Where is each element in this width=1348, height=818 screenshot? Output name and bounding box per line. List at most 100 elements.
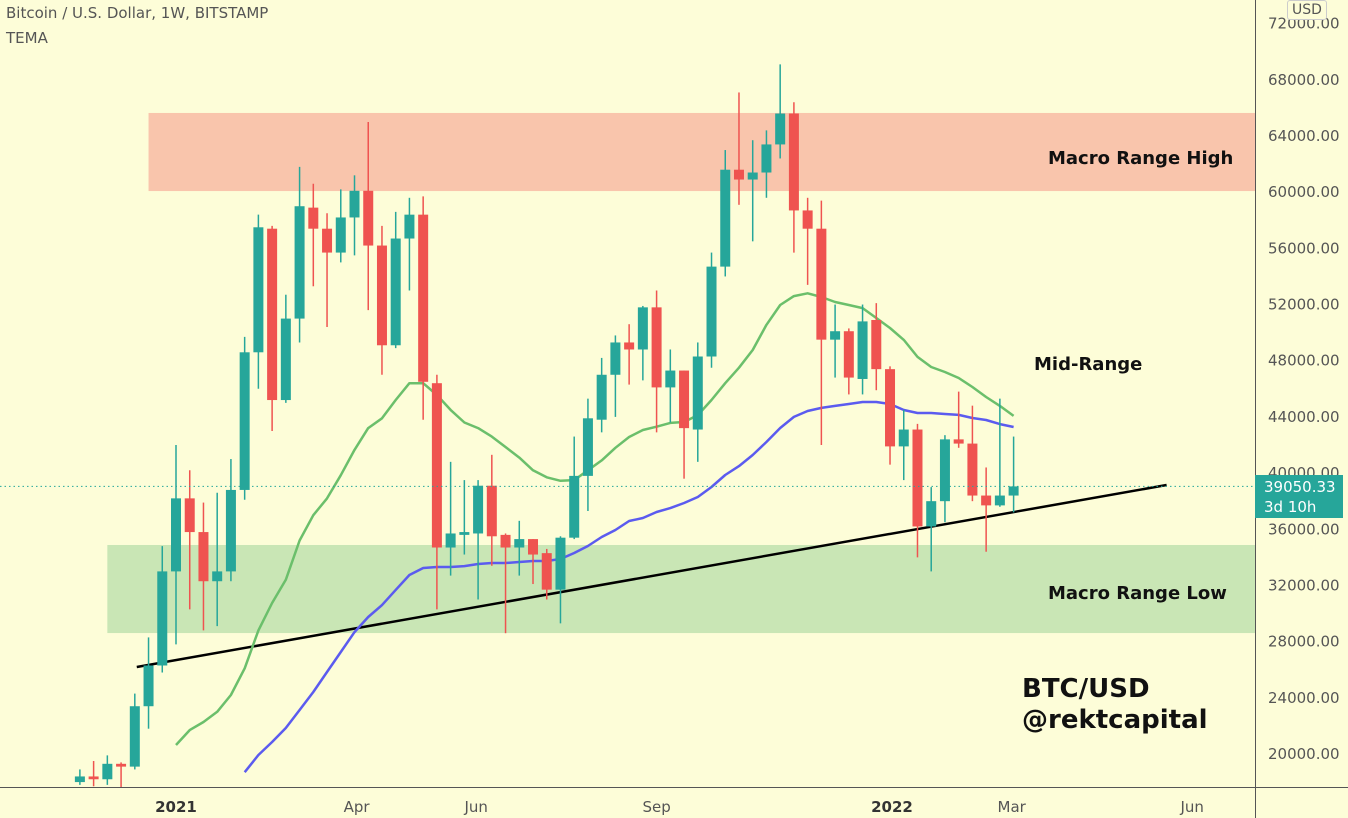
candle-body bbox=[184, 498, 195, 533]
candle-body bbox=[569, 475, 580, 538]
candle bbox=[775, 64, 786, 159]
annotation-macro-range-high: Macro Range High bbox=[1048, 148, 1234, 169]
candle-body bbox=[802, 210, 813, 229]
last-price-value: 39050.33 bbox=[1264, 478, 1336, 496]
candle bbox=[294, 166, 305, 343]
candle-body bbox=[267, 228, 278, 401]
support-trendline bbox=[136, 483, 1167, 669]
candle bbox=[335, 189, 346, 263]
candle-body bbox=[624, 342, 635, 350]
fast-ma-line bbox=[175, 292, 1015, 746]
candle bbox=[267, 225, 278, 431]
price-tick-label: 48000.00 bbox=[1268, 352, 1340, 370]
price-tick-label: 44000.00 bbox=[1268, 408, 1340, 426]
candle-body bbox=[102, 763, 113, 780]
bar-countdown: 3d 10h bbox=[1264, 498, 1317, 516]
candle bbox=[129, 693, 140, 770]
time-tick-label: Jun bbox=[1179, 798, 1203, 816]
candle-body bbox=[981, 495, 992, 506]
time-tick-label: Jun bbox=[463, 798, 487, 816]
time-tick-label: Sep bbox=[643, 798, 671, 816]
time-axis[interactable]: 2021 Apr Jun Sep 2022 Mar Jun bbox=[155, 798, 1204, 816]
candle bbox=[459, 480, 470, 555]
candle-body bbox=[788, 113, 799, 211]
candle-body bbox=[349, 190, 360, 218]
candle bbox=[541, 548, 552, 600]
candle bbox=[74, 769, 85, 785]
candle bbox=[445, 461, 456, 576]
candle bbox=[555, 536, 566, 624]
price-tick-label: 28000.00 bbox=[1268, 633, 1340, 651]
candle-body bbox=[885, 369, 896, 447]
candle bbox=[116, 762, 127, 787]
candle bbox=[184, 470, 195, 610]
candle bbox=[157, 546, 168, 673]
candle-body bbox=[555, 537, 566, 590]
candle-body bbox=[418, 214, 429, 382]
last-price-label: 39050.33 3d 10h bbox=[1255, 475, 1343, 518]
candle bbox=[88, 761, 99, 787]
candle-body bbox=[637, 307, 648, 350]
candle-body bbox=[88, 776, 99, 780]
candle-body bbox=[775, 113, 786, 145]
candle bbox=[981, 467, 992, 552]
price-tick-label: 52000.00 bbox=[1268, 296, 1340, 314]
candle-body bbox=[129, 706, 140, 767]
candle-body bbox=[74, 776, 85, 783]
time-tick-label: 2021 bbox=[155, 798, 197, 816]
candle bbox=[308, 183, 319, 287]
candle bbox=[637, 305, 648, 381]
candle-body bbox=[528, 539, 539, 555]
currency-button[interactable]: USD bbox=[1287, 0, 1327, 20]
candle-body bbox=[541, 553, 552, 590]
candle-body bbox=[733, 169, 744, 180]
candle bbox=[912, 423, 923, 558]
candle bbox=[885, 366, 896, 465]
indicator-label[interactable]: TEMA bbox=[6, 29, 48, 47]
candle-body bbox=[926, 501, 937, 527]
candle-body bbox=[363, 190, 374, 246]
candle bbox=[418, 196, 429, 420]
candle bbox=[349, 175, 360, 256]
candle-body bbox=[871, 319, 882, 370]
candle bbox=[253, 214, 264, 389]
time-tick-label: Apr bbox=[344, 798, 371, 816]
candle bbox=[967, 405, 978, 502]
candle bbox=[143, 637, 154, 729]
candle bbox=[720, 150, 731, 277]
candle bbox=[788, 102, 799, 253]
macro-range-high-zone bbox=[148, 112, 1255, 192]
candle-body bbox=[939, 439, 950, 502]
candle-body bbox=[473, 485, 484, 534]
candle-body bbox=[816, 228, 827, 340]
price-tick-label: 56000.00 bbox=[1268, 239, 1340, 257]
candle bbox=[486, 454, 497, 566]
candle bbox=[102, 755, 113, 785]
candle-body bbox=[294, 206, 305, 319]
candle-body bbox=[322, 228, 333, 253]
candle-body bbox=[857, 321, 868, 379]
candle-body bbox=[335, 217, 346, 253]
candle bbox=[322, 213, 333, 328]
candle bbox=[390, 211, 401, 349]
candle bbox=[843, 328, 854, 395]
candle-body bbox=[761, 144, 772, 173]
candle-body bbox=[445, 533, 456, 548]
candle bbox=[212, 492, 223, 627]
candle-body bbox=[953, 439, 964, 444]
candle bbox=[939, 435, 950, 523]
candle-body bbox=[198, 532, 209, 582]
candle-body bbox=[679, 370, 690, 429]
candle-body bbox=[253, 227, 264, 353]
price-tick-label: 20000.00 bbox=[1268, 745, 1340, 763]
price-axis[interactable]: 20000.00 24000.00 28000.00 32000.00 36000.00… bbox=[1268, 15, 1340, 763]
candle-body bbox=[830, 331, 841, 340]
candle-body bbox=[171, 498, 181, 572]
candle bbox=[857, 304, 868, 395]
candle-body bbox=[376, 245, 387, 346]
candle bbox=[198, 502, 209, 631]
candle bbox=[706, 252, 717, 368]
candle-body bbox=[308, 207, 319, 229]
candle-body bbox=[898, 429, 909, 447]
